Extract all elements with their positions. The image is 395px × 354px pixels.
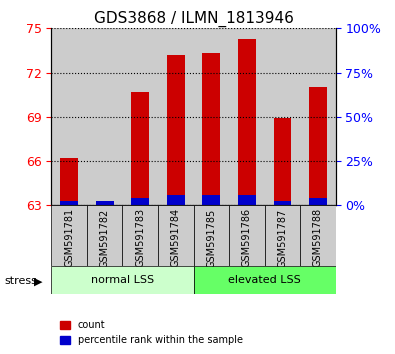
Bar [122,205,158,266]
Bar [131,92,149,205]
Text: normal LSS: normal LSS [91,275,154,285]
Text: GSM591787: GSM591787 [277,208,288,268]
Bar [194,205,229,266]
Bar [167,55,184,205]
Text: stress: stress [4,276,37,286]
Text: GSM591785: GSM591785 [206,208,216,268]
Bar [51,205,87,266]
Bar [51,266,194,294]
Bar [229,205,265,266]
Bar [309,198,327,205]
Bar [87,205,122,266]
Bar [194,28,229,205]
Bar [158,28,194,205]
Bar [96,201,114,205]
Text: GSM591784: GSM591784 [171,208,181,268]
Bar [274,201,292,205]
Bar [238,195,256,205]
Bar [167,195,184,205]
Bar [265,205,300,266]
Bar [87,28,122,205]
Bar [202,195,220,205]
Text: GSM591783: GSM591783 [135,208,145,268]
Text: GSM591786: GSM591786 [242,208,252,268]
Bar [265,28,300,205]
Bar [60,201,78,205]
Text: GSM591782: GSM591782 [100,208,110,268]
Bar [60,158,78,205]
Text: GSM591781: GSM591781 [64,208,74,268]
Bar [300,205,336,266]
Legend: count, percentile rank within the sample: count, percentile rank within the sample [56,316,246,349]
Bar [158,205,194,266]
Bar [238,39,256,205]
Bar [300,28,336,205]
Bar [274,118,292,205]
Bar [51,28,87,205]
Bar [194,266,336,294]
Bar [122,28,158,205]
Bar [202,53,220,205]
Title: GDS3868 / ILMN_1813946: GDS3868 / ILMN_1813946 [94,11,293,27]
Bar [229,28,265,205]
Bar [96,201,114,205]
Bar [309,87,327,205]
Text: elevated LSS: elevated LSS [228,275,301,285]
Text: ▶: ▶ [34,276,42,286]
Bar [131,198,149,205]
Text: GSM591788: GSM591788 [313,208,323,268]
